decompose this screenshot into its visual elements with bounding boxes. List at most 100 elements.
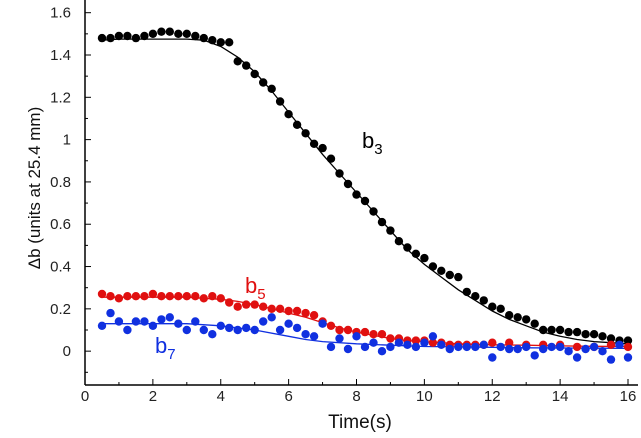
data-point-b3 [114, 31, 124, 41]
data-point-b5 [208, 292, 217, 301]
data-point-b7 [182, 325, 191, 335]
data-point-b7 [259, 317, 268, 326]
data-point-b3 [106, 33, 115, 43]
data-point-b3 [123, 31, 132, 41]
data-point-b7 [505, 344, 514, 354]
data-point-b7 [488, 353, 497, 362]
x-tick-label: 14 [552, 388, 569, 405]
data-point-b7 [369, 338, 378, 347]
data-point-b3 [479, 296, 488, 305]
data-point-b5 [335, 325, 344, 335]
data-point-b5 [216, 294, 225, 303]
data-point-b5 [369, 330, 378, 339]
data-point-b7 [267, 313, 276, 322]
data-point-b7 [114, 317, 124, 326]
data-point-b3 [140, 31, 149, 41]
data-point-b7 [539, 344, 548, 354]
y-tick-label: 0.8 [50, 174, 71, 191]
data-point-b7 [522, 342, 531, 352]
x-tick-label: 0 [81, 388, 89, 405]
data-point-b7 [437, 340, 446, 349]
data-point-b5 [182, 292, 191, 301]
data-point-b5 [259, 302, 268, 311]
data-point-b3 [131, 33, 141, 43]
x-tick-label: 8 [352, 388, 360, 405]
data-point-b5 [505, 338, 514, 347]
data-point-b3 [309, 139, 319, 148]
data-point-b7 [606, 355, 616, 364]
data-point-b3 [301, 129, 310, 138]
data-point-b3 [377, 217, 387, 227]
data-point-b3 [428, 262, 438, 271]
data-point-b3 [174, 29, 183, 38]
data-point-b5 [343, 325, 353, 335]
data-point-b3 [386, 226, 395, 235]
data-point-b7 [615, 340, 624, 349]
data-point-b7 [564, 347, 573, 356]
data-point-b5 [572, 342, 582, 352]
data-point-b3 [148, 29, 158, 38]
data-point-b3 [488, 302, 497, 311]
data-point-b5 [284, 306, 293, 316]
data-point-b3 [403, 243, 412, 252]
data-point-b3 [284, 110, 293, 119]
data-point-b7 [292, 323, 302, 333]
data-point-b3 [411, 249, 421, 258]
data-point-b5 [606, 340, 616, 349]
data-point-b7 [589, 342, 599, 352]
data-point-b7 [131, 317, 141, 326]
data-point-b7 [360, 342, 370, 352]
data-point-b3 [360, 196, 370, 206]
data-point-b7 [343, 344, 353, 354]
y-tick-label: 1 [63, 132, 71, 149]
data-point-b7 [403, 340, 412, 349]
data-point-b7 [623, 353, 633, 362]
data-point-b5 [386, 334, 395, 343]
data-point-b7 [165, 313, 174, 322]
data-point-b5 [157, 292, 166, 301]
data-point-b5 [326, 321, 336, 330]
data-point-b7 [513, 344, 522, 354]
data-point-b7 [140, 317, 149, 326]
x-tick-label: 16 [620, 388, 637, 405]
x-tick-label: 6 [284, 388, 292, 405]
data-point-b3 [454, 272, 463, 282]
data-point-b7 [191, 317, 200, 326]
data-point-b5 [360, 327, 370, 337]
data-point-b3 [598, 332, 607, 341]
y-tick-label: 0.2 [50, 301, 71, 318]
data-point-b7 [530, 351, 539, 360]
data-point-b7 [555, 342, 565, 352]
data-point-b5 [123, 292, 132, 301]
data-point-b3 [522, 315, 531, 324]
data-point-b3 [462, 287, 471, 297]
data-point-b5 [106, 292, 115, 301]
data-point-b7 [275, 325, 285, 335]
series-label-b5: b5 [245, 273, 266, 303]
data-point-b3 [420, 253, 429, 263]
data-point-b7 [386, 342, 395, 352]
data-point-b5 [309, 311, 319, 320]
data-point-b5 [174, 292, 183, 301]
data-point-b5 [377, 330, 387, 339]
x-axis-title: Time(s) [328, 412, 392, 433]
data-point-b5 [131, 292, 141, 301]
data-point-b5 [148, 289, 158, 299]
data-point-b5 [275, 304, 285, 313]
data-point-b5 [301, 308, 310, 318]
data-point-b7 [428, 332, 438, 341]
data-point-b3 [445, 270, 454, 280]
data-point-b3 [275, 97, 285, 106]
data-point-b3 [589, 330, 599, 339]
y-tick-label: 1.6 [50, 5, 71, 22]
x-tick-label: 4 [217, 388, 225, 405]
data-point-b5 [242, 300, 251, 309]
data-point-b3 [471, 292, 480, 301]
data-point-b7 [97, 321, 107, 330]
data-point-b3 [437, 266, 446, 275]
data-point-b3 [513, 313, 522, 322]
data-point-b7 [598, 347, 607, 356]
data-point-b7 [547, 342, 556, 352]
data-point-b3 [233, 57, 242, 66]
